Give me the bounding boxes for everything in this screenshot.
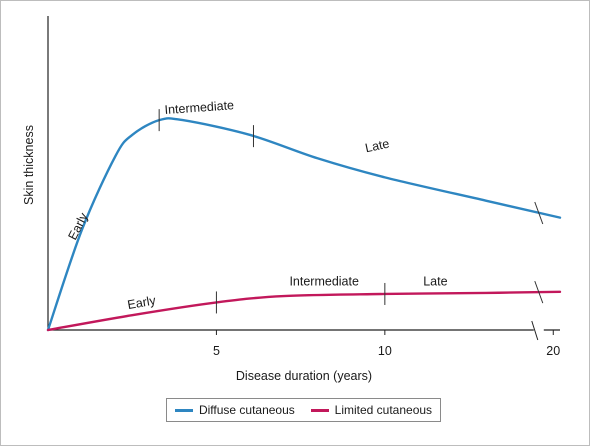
x-tick-label-1: 10 <box>378 344 392 358</box>
series-1-phase-label-2: Late <box>423 274 447 288</box>
legend-item-diffuse: Diffuse cutaneous <box>174 403 295 417</box>
series-0-phase-label-1: Intermediate <box>164 98 234 117</box>
chart-legend: Diffuse cutaneous Limited cutaneous <box>166 398 441 422</box>
series-1-phase-label-0: Early <box>126 293 157 312</box>
series-1-break-mark <box>534 280 544 304</box>
legend-swatch-limited <box>310 408 329 412</box>
legend-item-limited: Limited cutaneous <box>310 403 433 417</box>
x-axis-break-mark <box>531 320 539 341</box>
x-tick-label-2: 20 <box>546 344 560 358</box>
legend-label-diffuse: Diffuse cutaneous <box>198 403 295 417</box>
series-1-phase-label-1: Intermediate <box>289 274 359 288</box>
series-0-break-mark <box>534 201 544 225</box>
y-axis-label: Skin thickness <box>22 125 36 205</box>
legend-swatch-diffuse <box>174 408 193 412</box>
series-line-0 <box>46 117 562 332</box>
series-line-1 <box>46 290 562 332</box>
legend-label-limited: Limited cutaneous <box>334 403 433 417</box>
x-tick-label-0: 5 <box>213 344 220 358</box>
series-0-phase-label-2: Late <box>364 137 391 156</box>
x-axis-label: Disease duration (years) <box>236 369 372 383</box>
